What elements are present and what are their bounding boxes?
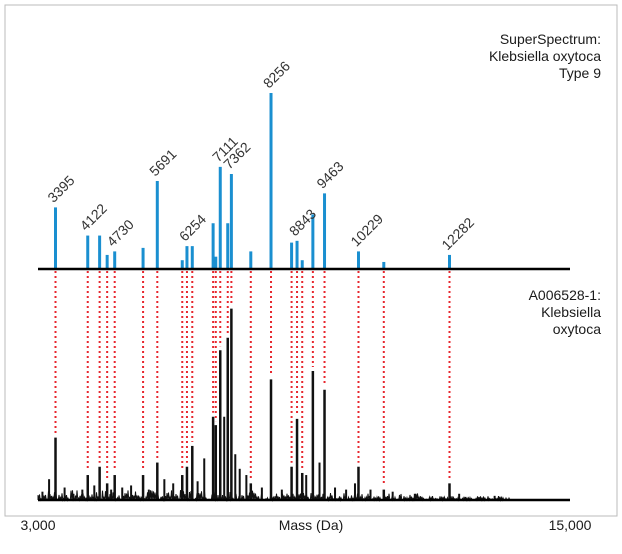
x-axis-title: Mass (Da): [279, 517, 344, 533]
x-tick-label-end: 15,000: [549, 517, 592, 533]
superspectrum-label-line-3: Type 9: [558, 65, 601, 81]
sample-label-line-2: Klebsiella: [541, 304, 601, 320]
match-lines-group: [54, 271, 451, 486]
sample-label-line-1: A006528-1:: [528, 287, 601, 303]
superspectrum-group: [54, 93, 452, 269]
sample-spectrum-label: A006528-1: Klebsiella oxytoca: [529, 287, 601, 338]
sample-spectrum-group: [37, 308, 511, 502]
superspectrum-label-line-1: SuperSpectrum:: [499, 31, 601, 47]
superspectrum-label-line-2: Klebsiella oxytoca: [488, 48, 601, 64]
superspectrum-label: SuperSpectrum: Klebsiella oxytoca Type 9: [489, 31, 601, 82]
sample-baseline-noise: [37, 490, 511, 502]
sample-label-line-3: oxytoca: [552, 321, 601, 337]
x-tick-label-start: 3,000: [20, 517, 55, 533]
